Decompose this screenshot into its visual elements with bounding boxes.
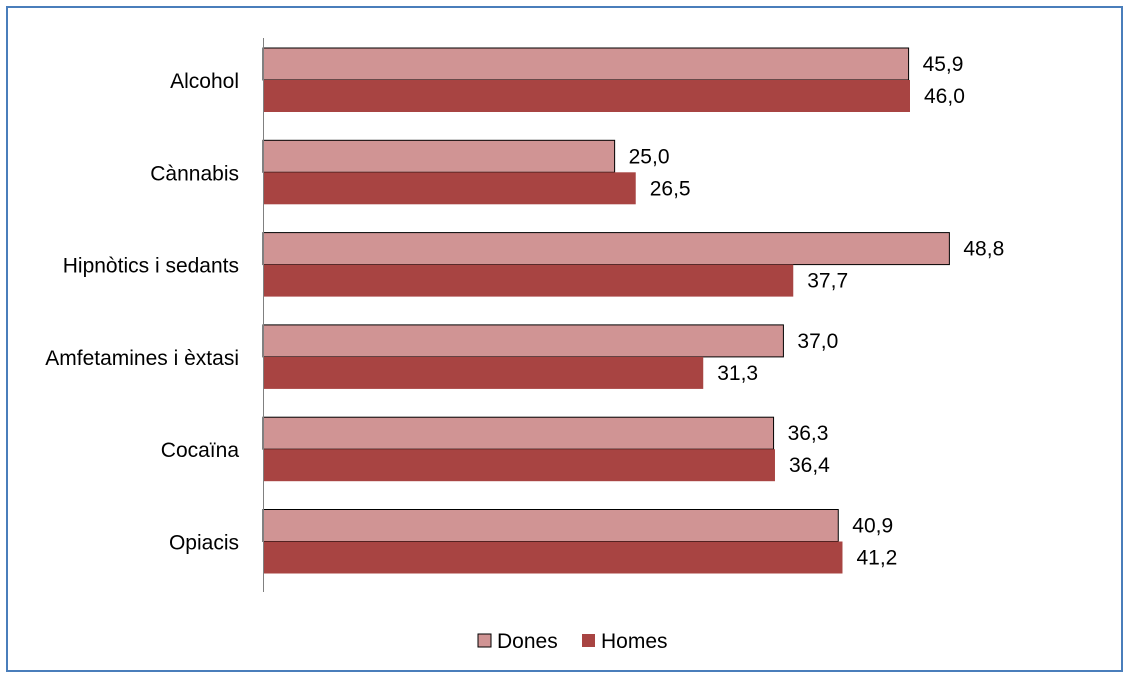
- bars-layer: [262, 47, 950, 574]
- bar-dones: [262, 416, 775, 450]
- legend-label-homes: Homes: [601, 630, 668, 653]
- legend-swatch-dones: [477, 633, 492, 648]
- value-label-homes: 36,4: [789, 454, 830, 477]
- legend: Dones Homes: [477, 630, 668, 653]
- bar-homes: [263, 356, 704, 389]
- value-label-dones: 36,3: [788, 422, 829, 445]
- bar-homes: [263, 541, 843, 574]
- bar-dones: [262, 47, 910, 81]
- category-label: Cocaïna: [161, 439, 240, 462]
- category-label: Alcohol: [170, 70, 239, 93]
- chart-frame: Alcohol 45,9 46,0 Cànnabis 25,0 26,5 Hipnòtics…: [6, 6, 1123, 672]
- bar-dones: [262, 232, 950, 266]
- bar-homes: [263, 172, 636, 205]
- category-label: Cànnabis: [150, 162, 239, 185]
- category-label: Opiacis: [169, 532, 239, 555]
- value-label-homes: 46,0: [924, 85, 965, 108]
- bar-dones: [262, 139, 616, 173]
- bar-homes: [263, 449, 775, 482]
- value-label-dones: 48,8: [963, 238, 1004, 261]
- bar-homes: [263, 80, 910, 112]
- category-label: Amfetamines i èxtasi: [45, 347, 239, 370]
- value-label-dones: 40,9: [852, 515, 893, 538]
- legend-swatch-homes: [582, 634, 595, 647]
- value-label-homes: 41,2: [856, 547, 897, 570]
- bar-chart: Alcohol 45,9 46,0 Cànnabis 25,0 26,5 Hipnòtics…: [45, 38, 1004, 653]
- value-label-homes: 31,3: [717, 362, 758, 385]
- bar-dones: [262, 324, 784, 358]
- value-label-homes: 26,5: [650, 177, 691, 200]
- category-label: Hipnòtics i sedants: [63, 255, 239, 278]
- legend-label-dones: Dones: [497, 630, 558, 653]
- bar-dones: [262, 509, 839, 542]
- value-label-homes: 37,7: [807, 270, 848, 293]
- value-label-dones: 37,0: [797, 330, 838, 353]
- labels-layer: Alcohol 45,9 46,0 Cànnabis 25,0 26,5 Hipnòtics…: [45, 53, 1004, 570]
- value-label-dones: 45,9: [923, 53, 964, 76]
- bar-homes: [263, 264, 794, 297]
- value-label-dones: 25,0: [629, 145, 670, 168]
